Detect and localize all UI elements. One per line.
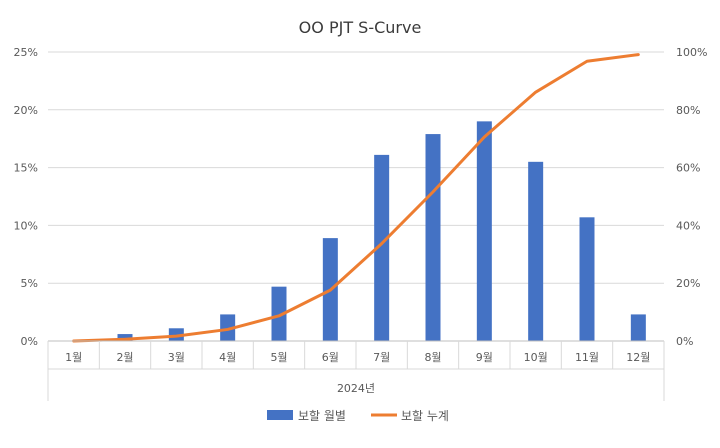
- bar: [271, 286, 287, 341]
- x-tick-label: 11월: [575, 351, 599, 364]
- bar: [630, 314, 646, 341]
- axes: 0% 0% 5% 20% 10% 40% 15% 60% 20% 80% 25% 100% 1월 2월 3월…: [14, 46, 707, 401]
- y-right-tick-label: 0%: [676, 335, 693, 348]
- x-tick-label: 12월: [626, 351, 650, 364]
- y-left-tick-label: 0%: [21, 335, 38, 348]
- legend-line-label: 보할 누계: [401, 409, 449, 423]
- x-tick-label: 5월: [270, 351, 287, 364]
- bar: [117, 334, 133, 341]
- legend-bar-swatch: [267, 410, 293, 420]
- y-left-tick-label: 10%: [14, 219, 38, 232]
- bar: [476, 121, 492, 341]
- bar: [425, 134, 441, 341]
- y-left-tick-label: 25%: [14, 46, 38, 59]
- x-tick-label: 8월: [424, 351, 441, 364]
- x-tick-label: 3월: [168, 351, 185, 364]
- y-left-tick-label: 5%: [21, 277, 38, 290]
- x-axis-title: 2024년: [337, 382, 375, 395]
- line-series: [72, 53, 640, 343]
- bar: [579, 217, 595, 341]
- x-tick-label: 9월: [476, 351, 493, 364]
- bar: [220, 314, 236, 341]
- x-tick-label: 7월: [373, 351, 390, 364]
- x-tick-label: 10월: [524, 351, 548, 364]
- cumulative-line: [72, 53, 640, 343]
- legend-bar-label: 보할 월별: [298, 409, 346, 423]
- x-tick-label: 2월: [116, 351, 133, 364]
- x-tick-label: 4월: [219, 351, 236, 364]
- bar-series: [117, 121, 646, 341]
- y-right-tick-label: 60%: [676, 162, 700, 175]
- chart-title: OO PJT S-Curve: [299, 18, 422, 37]
- legend: 보할 월별 보할 누계: [267, 409, 449, 423]
- y-right-tick-label: 20%: [676, 277, 700, 290]
- y-right-tick-label: 80%: [676, 104, 700, 117]
- bar: [528, 161, 544, 341]
- y-left-tick-label: 20%: [14, 104, 38, 117]
- bar: [374, 154, 390, 341]
- x-tick-label: 1월: [65, 351, 82, 364]
- y-right-tick-label: 100%: [676, 46, 707, 59]
- y-left-tick-label: 15%: [14, 162, 38, 175]
- x-tick-label: 6월: [322, 351, 339, 364]
- y-right-tick-label: 40%: [676, 219, 700, 232]
